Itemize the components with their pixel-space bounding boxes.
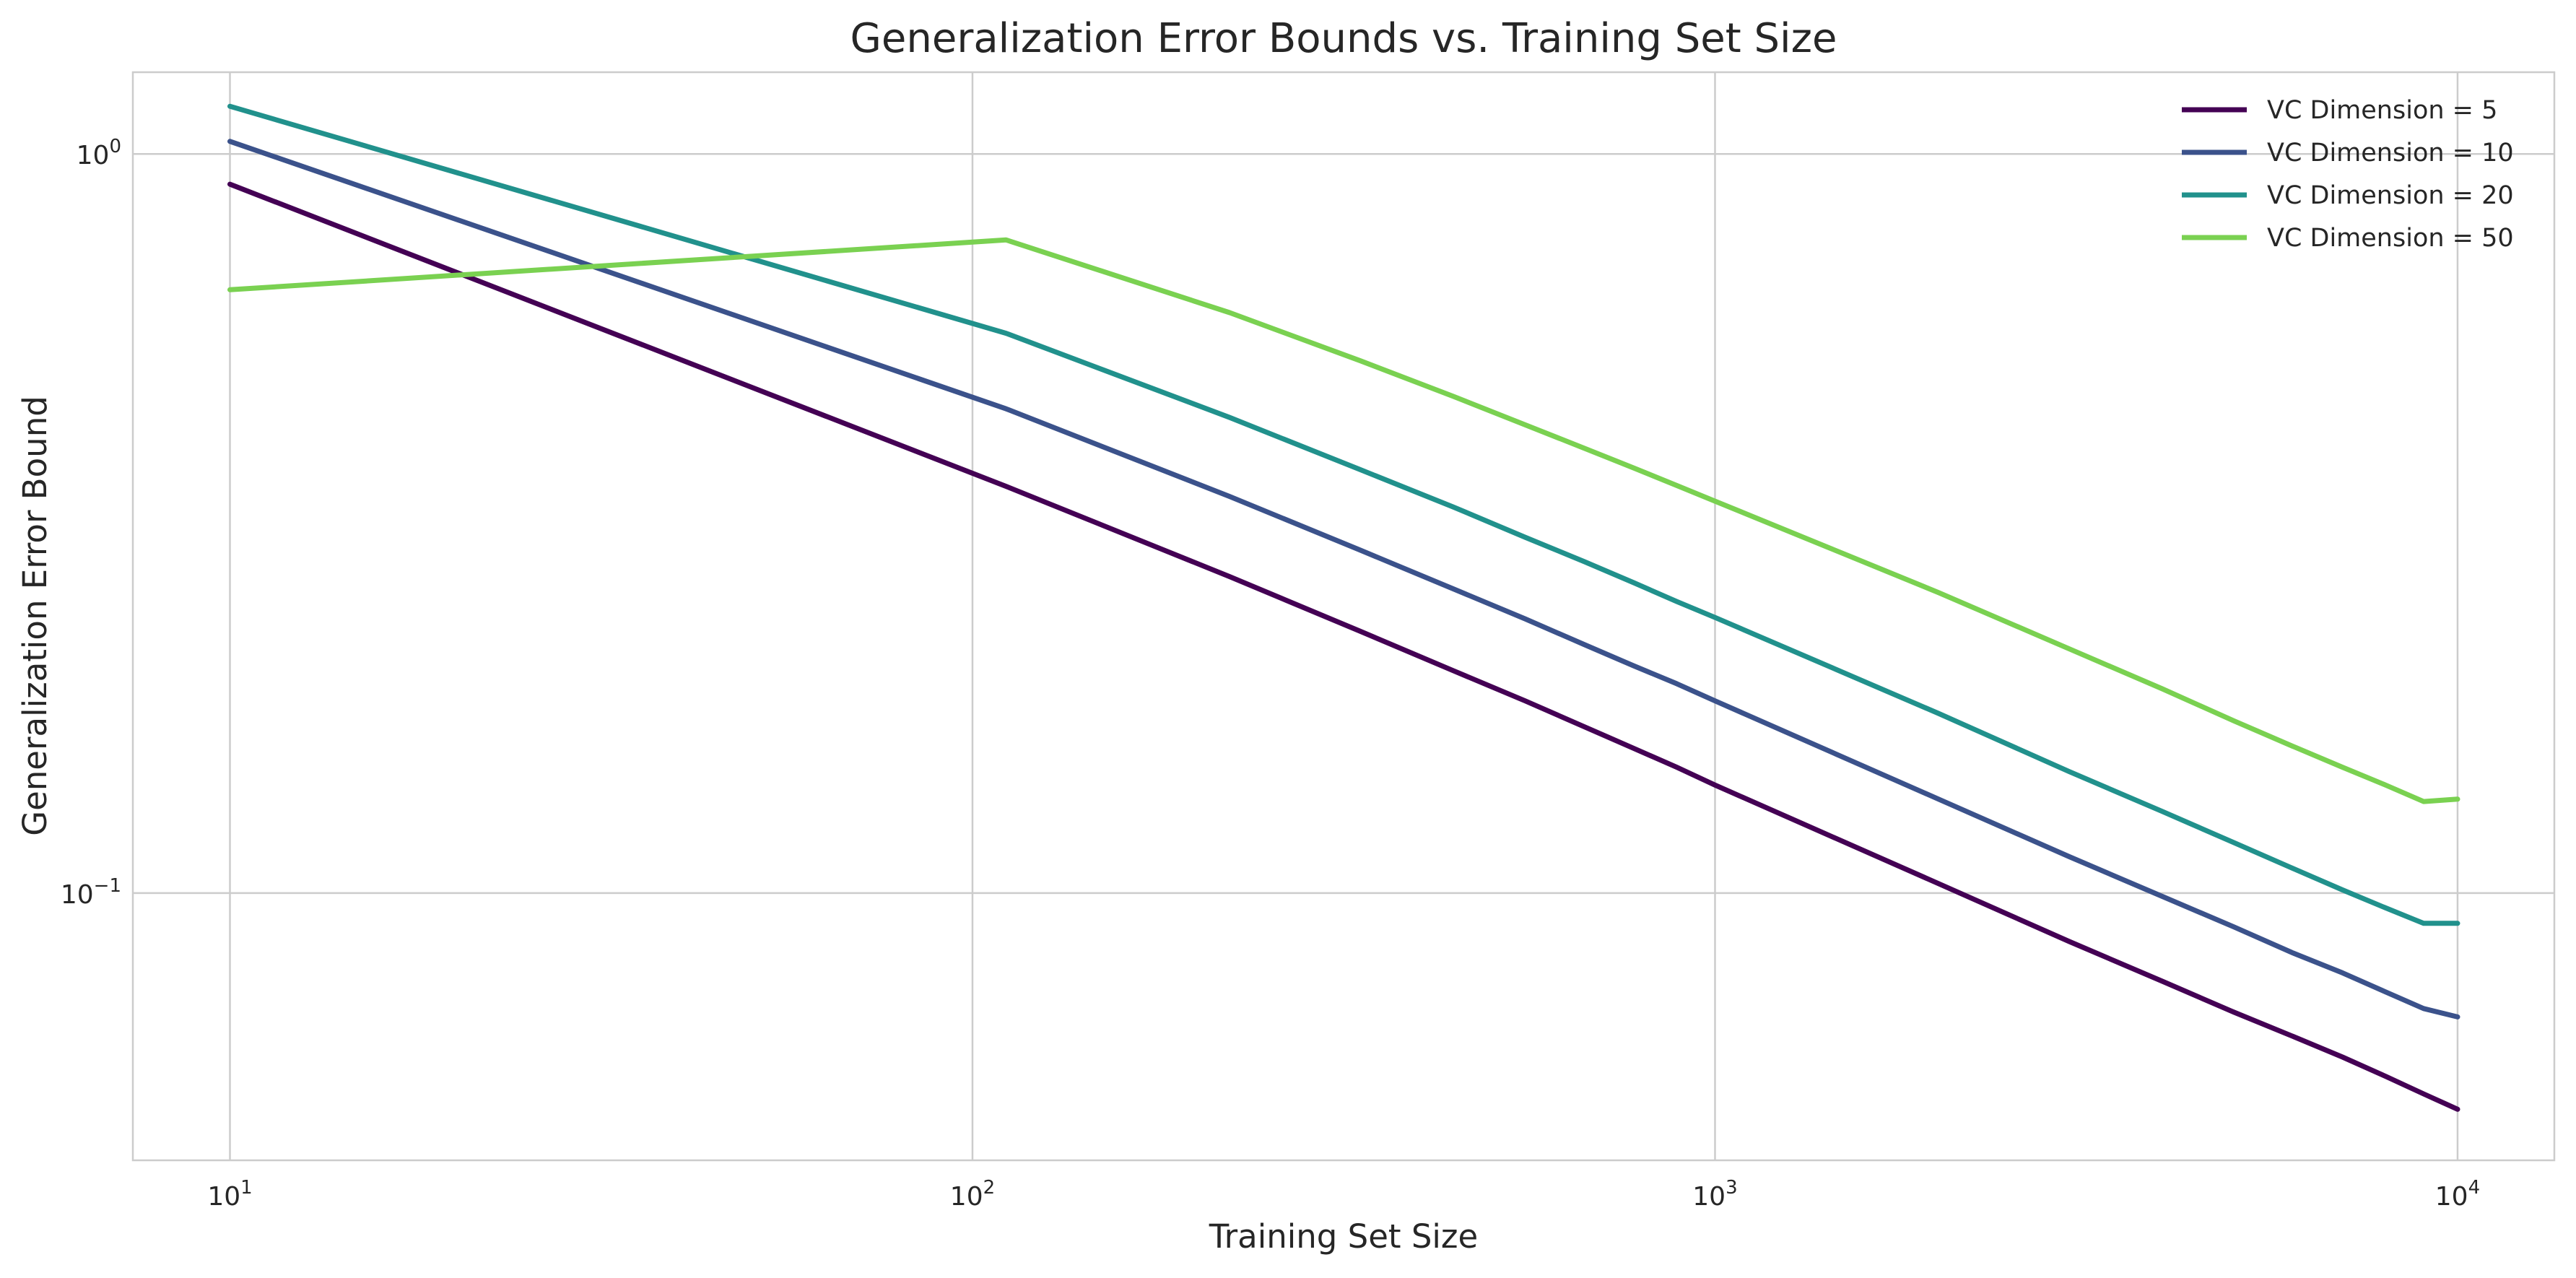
series-line-3: [227, 103, 2460, 926]
legend-label-1: VC Dimension = 5: [2267, 96, 2497, 125]
y-tick-labels: 100 10−1: [61, 136, 121, 910]
x-axis-label: Training Set Size: [1209, 1217, 1478, 1256]
series-line-1: [227, 181, 2460, 1112]
legend-label-4: VC Dimension = 50: [2267, 224, 2514, 253]
series-lines: [227, 103, 2460, 1112]
series-line-2: [227, 139, 2460, 1020]
x-tick-label: 104: [2435, 1177, 2480, 1212]
x-tick-label: 102: [950, 1177, 995, 1212]
series-line-4: [227, 237, 2460, 804]
legend-label-2: VC Dimension = 10: [2267, 139, 2514, 168]
chart-title: Generalization Error Bounds vs. Training…: [850, 15, 1837, 62]
y-tick-label: 100: [77, 136, 121, 170]
legend-label-3: VC Dimension = 20: [2267, 181, 2514, 210]
y-axis-label: Generalization Error Bound: [16, 396, 54, 836]
legend: VC Dimension = 5 VC Dimension = 10 VC Dime…: [2182, 96, 2514, 253]
x-tick-labels: 101 102 103 104: [207, 1177, 2480, 1212]
y-tick-label: 10−1: [61, 875, 121, 910]
x-tick-label: 103: [1692, 1177, 1737, 1212]
x-tick-label: 101: [207, 1177, 252, 1212]
